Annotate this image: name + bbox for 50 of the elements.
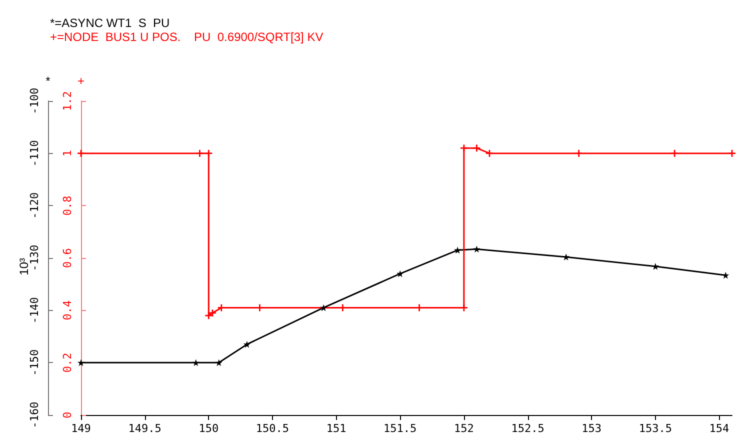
y2-tick-label: 0.4	[61, 300, 74, 320]
y2-tick-label: 0.8	[61, 196, 74, 216]
x-tick-label: 153	[582, 422, 602, 435]
point	[671, 150, 678, 157]
point	[473, 246, 480, 253]
point	[575, 150, 582, 157]
x-tick-label: 154	[709, 422, 730, 435]
y2-axis-title: +	[77, 74, 85, 88]
y2-tick-label: 0	[61, 412, 74, 418]
y-tick-label: -140	[28, 297, 41, 324]
point	[396, 270, 404, 278]
x-tick-label: 153.5	[638, 422, 672, 435]
y-tick-label: -160	[28, 402, 41, 428]
point	[460, 144, 468, 152]
point	[192, 359, 200, 366]
point	[473, 144, 480, 152]
x-tick-label: 151	[326, 422, 346, 435]
text: 10³	[17, 258, 31, 276]
text: *=ASYNC WT1 S PU	[50, 16, 170, 30]
point	[205, 150, 212, 157]
point	[78, 359, 84, 366]
x-tick-label: 150	[198, 422, 219, 435]
y-tick-label: -100	[28, 88, 41, 114]
point	[454, 246, 462, 254]
y2-tick-label: 1	[61, 150, 74, 157]
x-tick-label: 149.5	[128, 422, 162, 435]
point	[722, 272, 730, 279]
y-tick-label: -150	[28, 349, 41, 376]
point	[320, 304, 328, 312]
y2-tick-label: 0.2	[61, 352, 74, 373]
point	[215, 359, 222, 366]
point	[728, 150, 736, 157]
point	[562, 253, 570, 260]
y-tick-label: -110	[28, 140, 41, 167]
y-axis-title: *	[46, 74, 51, 88]
point	[243, 340, 250, 348]
x-tick-label: 150.5	[256, 422, 290, 435]
point	[78, 150, 84, 157]
y2-tick-label: 0.6	[61, 248, 74, 268]
x-tick-label: 152	[454, 422, 474, 435]
y-tick-label: -130	[28, 244, 41, 272]
x-tick-label: 151.5	[384, 422, 417, 435]
point	[196, 150, 204, 157]
point	[205, 312, 212, 320]
x-tick-label: 149	[71, 422, 91, 435]
y-tick-label: -120	[28, 192, 41, 219]
text: +=NODE BUS1 U POS. PU 0.6900/SQRT[3] KV	[50, 30, 324, 44]
y2-tick-label: 1.2	[61, 91, 74, 111]
point	[486, 150, 493, 157]
x-tick-label: 152.5	[511, 422, 544, 435]
